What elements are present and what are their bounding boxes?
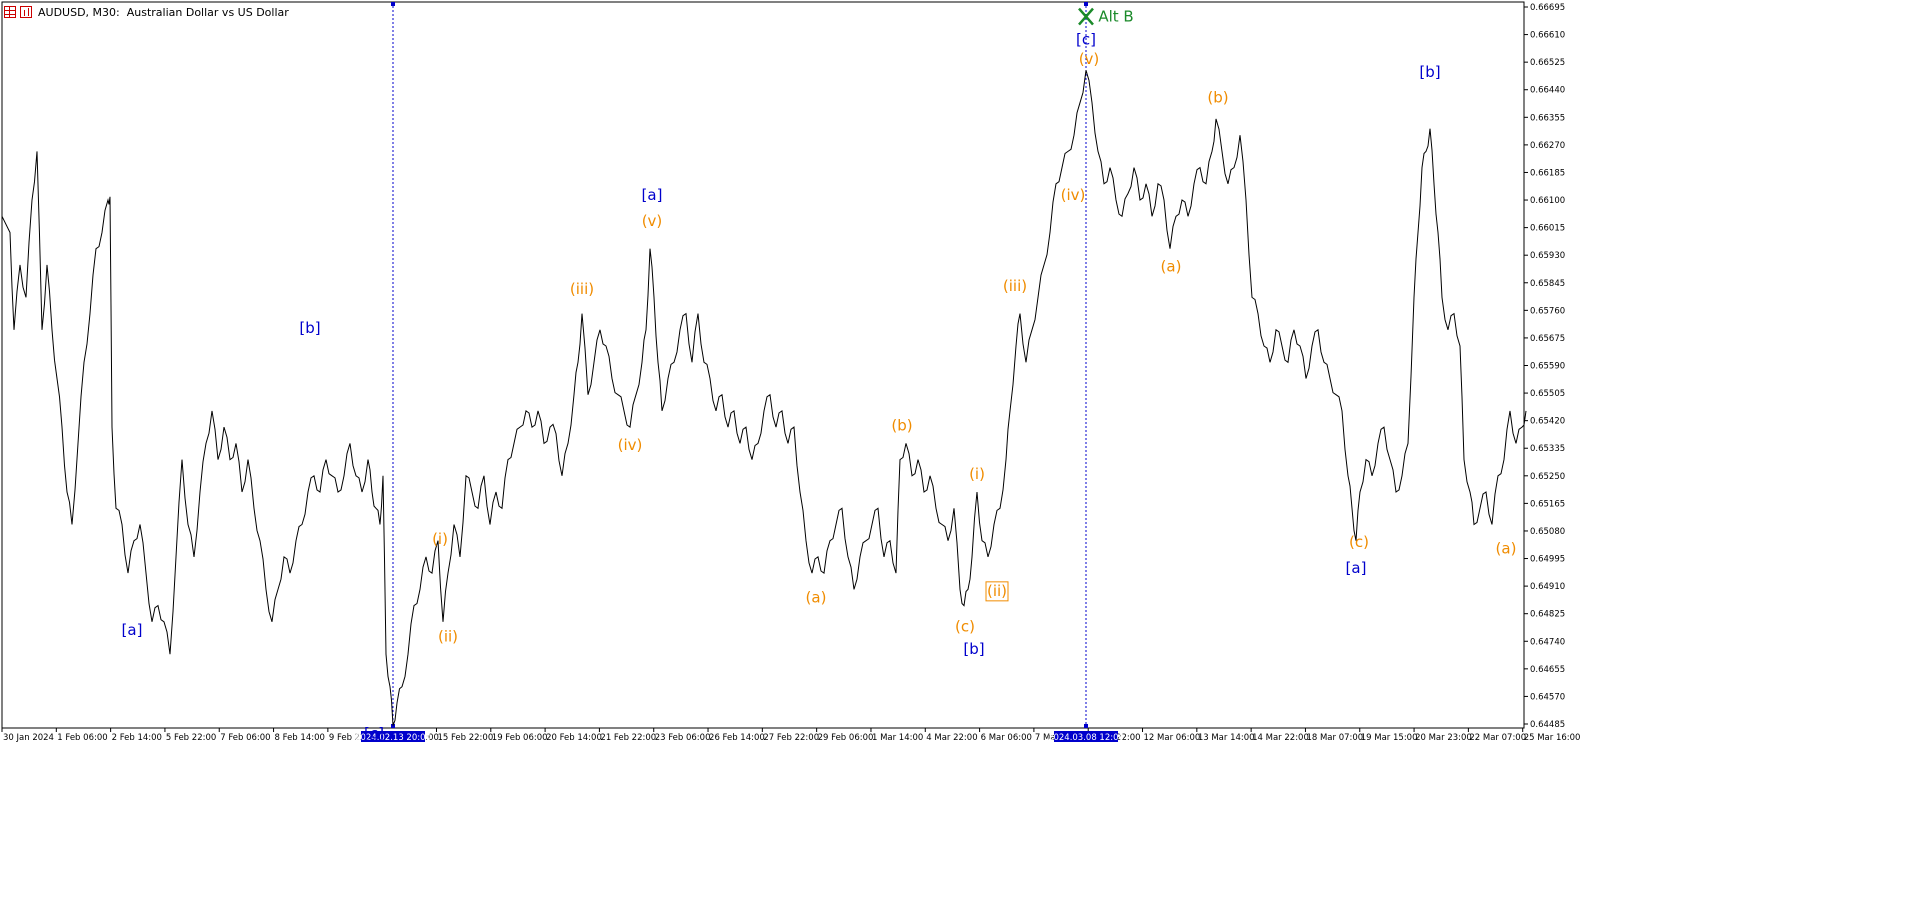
x-tick-label: 5 Feb 22:00 xyxy=(166,733,216,743)
chart-header: AUDUSD, M30: Australian Dollar vs US Dol… xyxy=(4,3,289,21)
wave-label: [a] xyxy=(1346,559,1367,577)
wave-label: (iv) xyxy=(618,436,643,454)
vertical-line-label: 2024.02.13 20:00 xyxy=(355,733,431,743)
bar-chart-icon[interactable] xyxy=(20,6,32,18)
y-tick-label: 0.64910 xyxy=(1530,582,1565,592)
x-tick-label: 14 Mar 22:00 xyxy=(1252,733,1309,743)
y-tick-label: 0.66270 xyxy=(1530,141,1565,151)
price-axis: 0.66695 0.66610 0.66525 0.66440 0.66355 0.662… xyxy=(1524,3,1565,730)
wave-label: (i) xyxy=(432,530,448,548)
y-tick-label: 0.66100 xyxy=(1530,196,1565,206)
wave-label: (v) xyxy=(642,212,663,230)
y-tick-label: 0.65505 xyxy=(1530,389,1565,399)
wave-label: (a) xyxy=(1496,540,1517,558)
wave-label: (b) xyxy=(891,416,912,434)
y-tick-label: 0.66185 xyxy=(1530,168,1565,178)
wave-label: (ii) xyxy=(987,582,1007,600)
vertical-line-handle xyxy=(1084,724,1088,728)
x-tick-label: 12 Mar 06:00 xyxy=(1144,733,1201,743)
x-tick-label: 22 Mar 07:00 xyxy=(1469,733,1526,743)
wave-label: (b) xyxy=(1207,89,1228,107)
selected-label-box xyxy=(985,581,1009,602)
x-tick-label: 21 Feb 22:00 xyxy=(600,733,656,743)
y-tick-label: 0.65420 xyxy=(1530,417,1565,427)
wave-label: Alt B xyxy=(1098,8,1133,26)
vertical-line-handle xyxy=(1084,2,1088,6)
y-tick-label: 0.65165 xyxy=(1530,499,1565,509)
vertical-line-label-bg xyxy=(361,731,425,742)
y-tick-label: 0.64570 xyxy=(1530,692,1565,702)
wave-label: (a) xyxy=(1161,257,1182,275)
x-tick-label: 13 Mar 14:00 xyxy=(1198,733,1255,743)
x-tick-label: 23 Feb 06:00 xyxy=(655,733,711,743)
y-tick-label: 0.65845 xyxy=(1530,279,1565,289)
y-tick-label: 0.66440 xyxy=(1530,86,1565,96)
x-tick-label: 25 Mar 16:00 xyxy=(1524,733,1581,743)
x-tick-label: 6 Mar 06:00 xyxy=(981,733,1032,743)
x-tick-label: 18 Mar 07:00 xyxy=(1306,733,1363,743)
wave-label: [b] xyxy=(1419,63,1440,81)
y-tick-label: 0.65675 xyxy=(1530,334,1565,344)
wave-label: (v) xyxy=(1079,50,1100,68)
y-tick-label: 0.65760 xyxy=(1530,306,1565,316)
vertical-lines[interactable]: 2024.02.13 20:00 2024.03.08 12:00 xyxy=(355,2,1124,743)
vertical-line-handle xyxy=(391,724,395,728)
y-tick-label: 0.65930 xyxy=(1530,251,1565,261)
x-tick-label: 27 Feb 22:00 xyxy=(763,733,819,743)
vertical-line-label: 2024.03.08 12:00 xyxy=(1048,733,1124,743)
x-tick-label: 29 Feb 06:00 xyxy=(818,733,874,743)
x-tick-label: 26 Feb 14:00 xyxy=(709,733,765,743)
wave-label: (iii) xyxy=(1003,277,1027,295)
wave-label: [c] xyxy=(1076,30,1096,48)
x-tick-label: 19 Feb 06:00 xyxy=(492,733,548,743)
x-tick-label: 1 Mar 14:00 xyxy=(872,733,923,743)
x-marker-icon xyxy=(1078,7,1094,26)
y-tick-label: 0.65250 xyxy=(1530,472,1565,482)
x-tick-label: 20 Mar 23:00 xyxy=(1415,733,1472,743)
wave-label: [c] xyxy=(364,725,384,743)
wave-label: (iii) xyxy=(570,280,594,298)
x-tick-label: 7 Feb 06:00 xyxy=(220,733,270,743)
x-tick-label: 15 Feb 22:00 xyxy=(437,733,493,743)
x-tick-label: 1 Feb 06:00 xyxy=(57,733,107,743)
x-tick-label: 19 Mar 15:00 xyxy=(1361,733,1418,743)
y-tick-label: 0.64995 xyxy=(1530,555,1565,565)
wave-label: [a] xyxy=(122,621,143,639)
wave-label: (c) xyxy=(955,618,975,636)
wave-annotations: [b] [a] [c] (i) (ii) (iii) (iv) (v) [a] (a) (b) (c)… xyxy=(122,8,1517,743)
x-tick-label: 8 Feb 14:00 xyxy=(275,733,325,743)
x-tick-label: 30 Jan 2024 xyxy=(3,733,54,743)
wave-label: (i) xyxy=(969,465,985,483)
wave-label: [a] xyxy=(642,186,663,204)
y-tick-label: 0.66355 xyxy=(1530,113,1565,123)
y-tick-label: 0.65080 xyxy=(1530,527,1565,537)
grid-icon[interactable] xyxy=(4,6,16,18)
wave-label: (a) xyxy=(806,588,827,606)
x-tick-label: 20 Feb 14:00 xyxy=(546,733,602,743)
y-tick-label: 0.65335 xyxy=(1530,444,1565,454)
y-tick-label: 0.66015 xyxy=(1530,224,1565,234)
vertical-line-label-bg xyxy=(1054,731,1118,742)
wave-label: [b] xyxy=(299,319,320,337)
wave-label: (c) xyxy=(1349,533,1369,551)
vertical-line-handle xyxy=(391,2,395,6)
wave-label: (ii) xyxy=(438,627,458,645)
y-tick-label: 0.66610 xyxy=(1530,31,1565,41)
x-tick-label: 9 Feb 22:00 xyxy=(329,733,379,743)
wave-label: (iv) xyxy=(1061,186,1086,204)
y-tick-label: 0.64485 xyxy=(1530,720,1565,730)
y-tick-label: 0.66525 xyxy=(1530,58,1565,68)
x-tick-label: 2 Feb 14:00 xyxy=(112,733,162,743)
symbol-title: AUDUSD, M30: Australian Dollar vs US Dol… xyxy=(38,5,289,19)
wave-label: [b] xyxy=(963,640,984,658)
y-tick-label: 0.66695 xyxy=(1530,3,1565,13)
x-tick-label: 4 Mar 22:00 xyxy=(926,733,977,743)
y-tick-label: 0.64825 xyxy=(1530,610,1565,620)
y-tick-label: 0.64655 xyxy=(1530,665,1565,675)
y-tick-label: 0.65590 xyxy=(1530,362,1565,372)
y-tick-label: 0.64740 xyxy=(1530,637,1565,647)
price-line xyxy=(1,70,1527,726)
